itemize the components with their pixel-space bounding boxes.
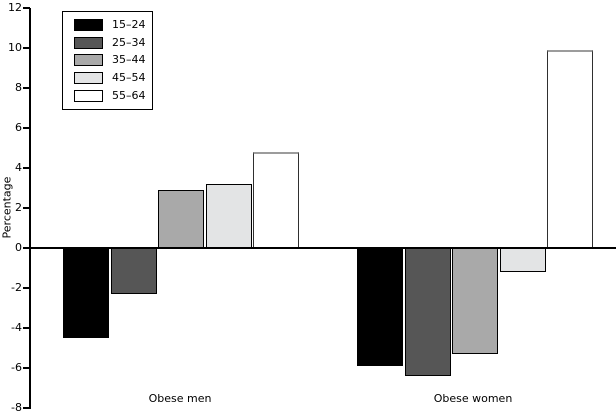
y-axis-tick xyxy=(23,287,30,289)
y-axis-tick-label: -2 xyxy=(11,281,22,294)
bar-obese-women-35-44 xyxy=(452,248,498,354)
y-axis-tick xyxy=(23,367,30,369)
bar-obese-women-55-64 xyxy=(547,50,593,248)
y-axis-tick xyxy=(23,47,30,49)
y-axis-tick-label: 0 xyxy=(15,241,22,254)
y-axis-tick xyxy=(23,7,30,9)
y-axis-tick-label: 2 xyxy=(15,201,22,214)
bar-obese-men-25-34 xyxy=(110,248,157,294)
y-axis-tick xyxy=(23,167,30,169)
x-category-label-obese-women: Obese women xyxy=(433,392,513,405)
bar-obese-men-45-54 xyxy=(205,184,252,248)
bar-obese-women-25-34 xyxy=(404,248,451,376)
legend-item-35-44: 35–44 xyxy=(74,52,152,68)
legend-label: 45–54 xyxy=(112,71,146,85)
y-axis-tick-label: -6 xyxy=(11,361,22,374)
legend-swatch-55-64 xyxy=(74,90,103,103)
legend: 15–24 25–34 35–44 45–54 55–64 xyxy=(62,11,153,110)
y-axis-tick-label: -4 xyxy=(11,321,22,334)
legend-swatch-45-54 xyxy=(74,72,103,85)
legend-label: 35–44 xyxy=(112,53,146,67)
legend-label: 25–34 xyxy=(112,35,146,49)
y-axis-tick-label: 12 xyxy=(8,1,22,14)
zero-baseline xyxy=(29,247,616,249)
y-axis-tick-label: 8 xyxy=(15,81,22,94)
bar-obese-men-15-24 xyxy=(63,248,109,338)
bar-obese-women-45-54 xyxy=(499,248,546,272)
bar-obese-men-35-44 xyxy=(158,190,204,248)
y-axis-tick-label: 6 xyxy=(15,121,22,134)
legend-item-45-54: 45–54 xyxy=(74,70,152,86)
legend-item-25-34: 25–34 xyxy=(74,35,152,51)
x-category-label-obese-men: Obese men xyxy=(148,392,212,405)
legend-swatch-35-44 xyxy=(74,54,103,67)
y-axis-tick-label: -8 xyxy=(11,401,22,414)
legend-swatch-25-34 xyxy=(74,36,103,49)
legend-item-55-64: 55–64 xyxy=(74,88,152,104)
y-axis-tick xyxy=(23,407,30,409)
y-axis-tick xyxy=(23,127,30,129)
y-axis-tick xyxy=(23,247,30,249)
bar-obese-men-55-64 xyxy=(253,152,299,248)
y-axis-tick-label: 10 xyxy=(8,41,22,54)
legend-item-15-24: 15–24 xyxy=(74,17,152,33)
y-axis-tick xyxy=(23,327,30,329)
y-axis-tick xyxy=(23,207,30,209)
legend-label: 15–24 xyxy=(112,17,146,31)
y-axis-tick xyxy=(23,87,30,89)
y-axis-line xyxy=(29,8,31,409)
legend-swatch-15-24 xyxy=(74,18,103,31)
legend-label: 55–64 xyxy=(112,89,146,103)
y-axis-tick-label: 4 xyxy=(15,161,22,174)
bar-obese-women-15-24 xyxy=(357,248,403,366)
